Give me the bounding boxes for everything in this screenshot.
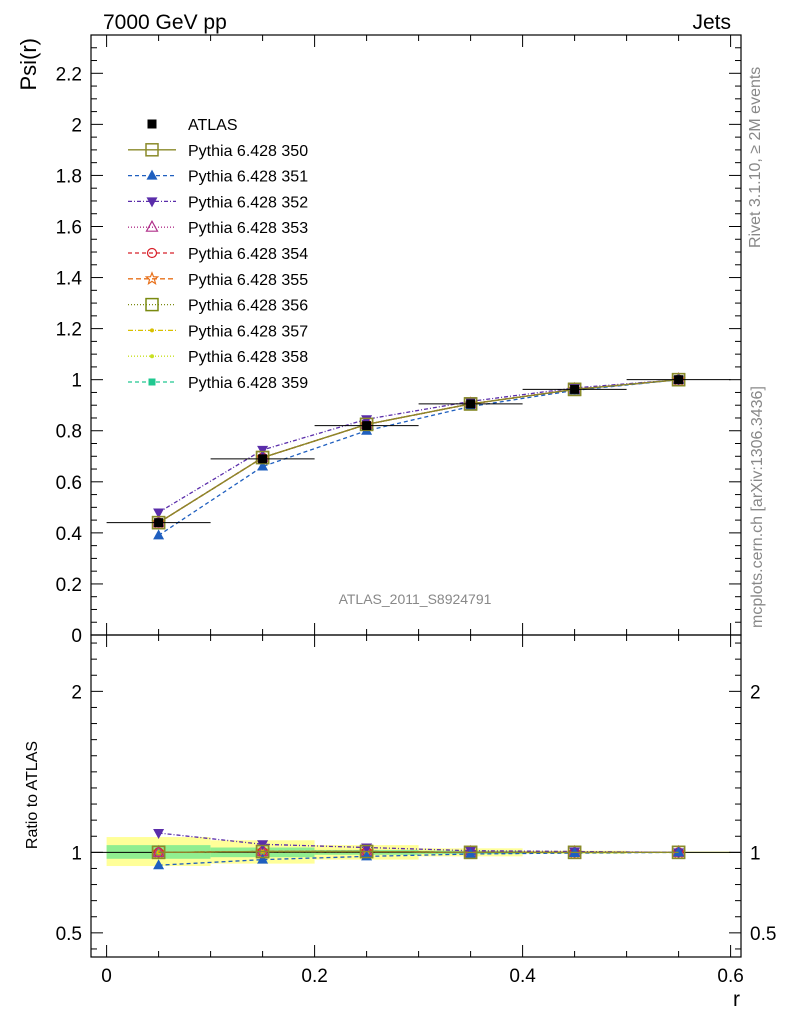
ratio-series-line-2	[158, 832, 679, 854]
ratio-point	[673, 846, 685, 857]
legend-label: Pythia 6.428 352	[188, 194, 308, 211]
ratio-y-tick-label: 1	[71, 843, 82, 864]
ratio-y-tick-label: 0.5	[56, 924, 82, 945]
main-series-line-6	[158, 379, 679, 524]
main-series-line-8	[158, 379, 679, 524]
data-point	[362, 421, 372, 431]
main-y-tick-label: 2.2	[56, 64, 82, 85]
ratio-y-tick-label: 0.5	[750, 924, 776, 945]
legend-label: ATLAS	[188, 117, 238, 134]
ratio-point	[153, 829, 165, 840]
main-y-tick-label: 0.4	[56, 524, 83, 545]
legend-marker	[150, 328, 154, 333]
legend-label: Pythia 6.428 351	[188, 169, 308, 186]
main-point	[257, 460, 269, 471]
ratio-point	[153, 859, 165, 870]
main-y-tick-label: 1	[71, 371, 82, 392]
legend-marker	[147, 119, 157, 129]
legend-marker	[150, 354, 154, 359]
main-series-line-2	[158, 379, 679, 513]
main-series-line-3	[158, 379, 679, 524]
main-y-tick-label: 0.6	[56, 473, 82, 494]
legend-label: Pythia 6.428 358	[188, 349, 308, 366]
header-left: 7000 GeV pp	[103, 11, 227, 34]
main-y-tick-label: 0.2	[56, 575, 82, 596]
ratio-x-tick-label: 0.4	[509, 966, 536, 987]
ratio-x-tick-label: 0	[101, 966, 112, 987]
main-series-line-9	[158, 379, 679, 524]
legend-label: Pythia 6.428 357	[188, 323, 308, 340]
legend-marker	[148, 378, 156, 386]
analysis-label: ATLAS_2011_S8924791	[339, 591, 492, 607]
ratio-panel	[91, 829, 741, 870]
data-point	[258, 454, 268, 464]
data-point	[570, 384, 580, 394]
ratio-x-tick-label: 0.6	[717, 966, 743, 987]
main-y-tick-label: 1.8	[56, 166, 82, 187]
ratio-point	[255, 844, 270, 859]
legend-label: Pythia 6.428 354	[188, 246, 308, 263]
ratio-point	[257, 853, 269, 864]
ratio-y-tick-label: 2	[750, 682, 761, 703]
main-y-tick-label: 0	[71, 626, 82, 647]
main-point	[359, 417, 374, 432]
legend-label: Pythia 6.428 353	[188, 220, 308, 237]
legend-marker	[146, 197, 158, 208]
data-point	[674, 375, 684, 385]
ratio-series-line-1	[158, 851, 679, 866]
main-series-line-1	[158, 379, 679, 536]
legend-marker	[145, 219, 159, 232]
legend-marker	[145, 297, 159, 312]
ratio-x-tick-label: 0.2	[301, 966, 327, 987]
x-axis-label: r	[733, 988, 740, 1011]
header-right: Jets	[692, 11, 731, 34]
ratio-point	[359, 844, 374, 859]
main-y-tick-label: 1.4	[56, 269, 83, 290]
ratio-series-line-0	[158, 850, 679, 854]
main-y-tick-label: 1.6	[56, 217, 82, 238]
ratio-y-tick-label: 2	[71, 682, 82, 703]
main-y-tick-label: 0.8	[56, 422, 82, 443]
legend-label: Pythia 6.428 350	[188, 143, 308, 160]
main-y-tick-label: 2	[71, 115, 82, 136]
legend-label: Pythia 6.428 356	[188, 298, 308, 315]
ratio-y-tick-label: 1	[750, 843, 761, 864]
legend-label: Pythia 6.428 359	[188, 375, 308, 392]
legend-marker	[146, 247, 158, 259]
data-point	[154, 518, 164, 528]
legend-marker	[146, 169, 158, 180]
main-ylabel: Psi(r)	[16, 38, 41, 91]
main-point	[153, 529, 165, 540]
legend-marker	[144, 271, 160, 286]
main-panel	[106, 372, 731, 540]
main-point	[153, 508, 165, 519]
side-label-bottom: mcplots.cern.ch [arXiv:1306.3436]	[749, 386, 766, 628]
main-point	[255, 450, 270, 465]
ratio-point	[152, 845, 166, 857]
ratio-point	[671, 845, 686, 860]
main-series-line-5	[158, 379, 679, 524]
main-series-line-7	[158, 379, 679, 524]
ratio-point	[463, 845, 478, 860]
legend: ATLAS Pythia 6.428 350 Pythia 6.428 351 Pyt…	[128, 117, 308, 392]
ratio-point	[567, 845, 582, 860]
side-label-top: Rivet 3.1.10, ≥ 2M events	[747, 67, 764, 248]
ratio-frame	[90, 634, 742, 958]
main-y-tick-label: 1.2	[56, 320, 82, 341]
main-series-line-4	[158, 379, 679, 524]
ratio-point	[151, 845, 166, 860]
legend-label: Pythia 6.428 355	[188, 272, 308, 289]
ratio-ylabel: Ratio to ATLAS	[24, 741, 41, 849]
main-series-line-0	[158, 379, 679, 524]
data-point	[466, 399, 476, 409]
legend-marker	[145, 143, 159, 157]
